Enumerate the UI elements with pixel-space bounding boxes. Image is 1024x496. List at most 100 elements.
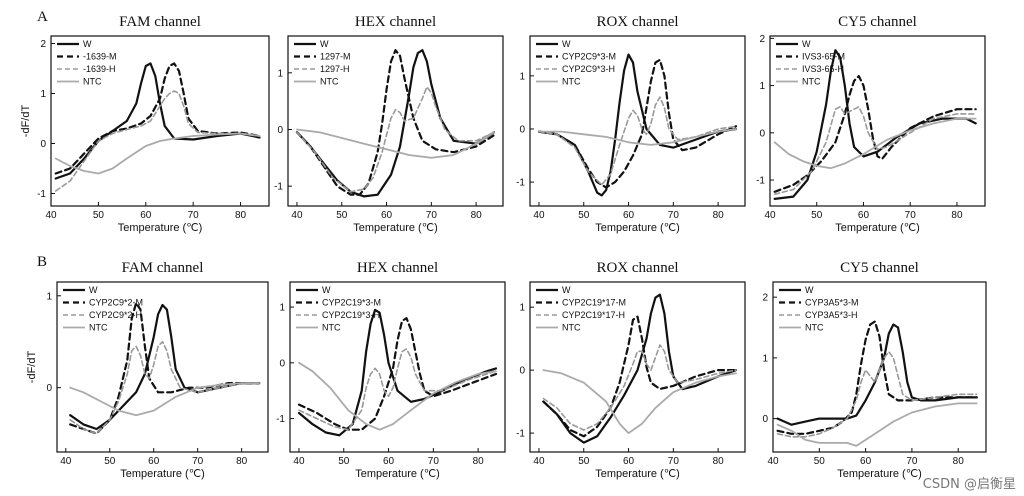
- series-line-m: [54, 62, 261, 175]
- legend-label: CYP2C9*3-H: [562, 64, 615, 74]
- legend-label: NTC: [805, 323, 824, 333]
- x-tick-label: 70: [192, 456, 204, 467]
- y-tick-label: -1: [516, 178, 525, 189]
- x-tick-label: 80: [471, 210, 483, 221]
- x-tick-label: 50: [811, 210, 823, 221]
- chart-a-fam: FAM channel 40 50 60 70 80 -1 0 1 2 Temperature (℃…: [20, 14, 270, 234]
- y-tick-label: 1: [519, 303, 525, 314]
- series-line-m: [542, 315, 738, 438]
- legend-label: W: [562, 39, 571, 49]
- y-tick-label: 0: [40, 139, 46, 150]
- series-line-ntc: [542, 369, 737, 435]
- y-tick-label: 1: [762, 353, 768, 364]
- legend-label: CYP3A5*3-H: [805, 310, 858, 320]
- x-axis-label: Temperature (℃): [835, 222, 920, 234]
- x-tick-label: 70: [668, 456, 680, 467]
- legend-label: NTC: [562, 323, 581, 333]
- y-tick-label: 0: [277, 125, 283, 136]
- watermark: CSDN @启衡星: [923, 477, 1016, 492]
- legend-label: CYP2C9*2-M: [89, 298, 143, 308]
- x-tick-label: 40: [767, 456, 779, 467]
- x-tick-label: 80: [951, 210, 963, 221]
- x-tick-label: 80: [236, 456, 248, 467]
- legend-label: NTC: [83, 77, 102, 87]
- legend-label: W: [320, 39, 329, 49]
- chart-title: CY5 channel: [838, 14, 917, 30]
- x-tick-label: 40: [60, 456, 72, 467]
- series-line-ntc: [296, 128, 495, 159]
- x-tick-label: 50: [578, 456, 590, 467]
- panel-letter-a: A: [37, 9, 48, 25]
- legend-label: NTC: [802, 77, 821, 87]
- y-axis-label: -dF/dT: [20, 105, 32, 138]
- series-line-h: [538, 96, 737, 186]
- chart-b-hex: HEX channel 40 50 60 70 80 -1 0 1 Temperature (℃)…: [276, 260, 506, 480]
- x-tick-label: 50: [578, 210, 590, 221]
- chart-title: ROX channel: [596, 14, 678, 30]
- y-tick-label: 0: [519, 124, 525, 135]
- legend-label: CYP2C9*3-M: [562, 52, 616, 62]
- legend-label: 1297-H: [320, 64, 350, 74]
- x-tick-label: 50: [814, 456, 826, 467]
- x-axis-label: Temperature (℃): [595, 468, 680, 480]
- chart-a-hex: HEX channel 40 50 60 70 80 -1 0 1 Temperature (℃)…: [274, 14, 504, 234]
- legend-label: CYP2C19*3-M: [322, 298, 381, 308]
- legend-label: W: [322, 285, 331, 295]
- legend-label: NTC: [320, 77, 339, 87]
- y-tick-label: 1: [519, 71, 525, 82]
- series-line-ntc: [773, 117, 977, 170]
- x-axis-label: Temperature (℃): [595, 222, 680, 234]
- y-tick-label: 2: [40, 39, 46, 50]
- x-tick-label: 60: [140, 210, 152, 221]
- series-line-h: [54, 90, 261, 192]
- plot-frame: [772, 281, 987, 453]
- x-axis-label: Temperature (℃): [118, 222, 203, 234]
- x-tick-label: 40: [291, 210, 303, 221]
- x-tick-label: 60: [148, 456, 160, 467]
- x-tick-label: 60: [623, 210, 635, 221]
- series-line-ntc: [776, 402, 978, 447]
- plot-frame: [50, 35, 270, 207]
- y-tick-label: -1: [37, 189, 46, 200]
- x-tick-label: 40: [533, 456, 545, 467]
- series-line-m: [295, 49, 496, 196]
- x-tick-label: 70: [428, 456, 440, 467]
- series-line-h: [296, 86, 495, 193]
- chart-title: FAM channel: [122, 260, 204, 276]
- x-tick-label: 70: [905, 210, 917, 221]
- plot-frame: [56, 281, 269, 453]
- plot-frame: [289, 281, 506, 453]
- x-tick-label: 40: [293, 456, 305, 467]
- legend-label: IVS3-65-H: [802, 64, 844, 74]
- y-tick-label: -1: [276, 414, 285, 425]
- y-tick-label: 0: [46, 383, 52, 394]
- series-line-w: [537, 53, 738, 197]
- chart-b-rox: ROX channel 40 50 60 70 80 -1 0 1 Temperature (℃)…: [516, 260, 746, 480]
- y-tick-label: 1: [277, 68, 283, 79]
- x-axis-label: Temperature (℃): [353, 222, 438, 234]
- y-tick-label: -1: [274, 182, 283, 193]
- chart-title: HEX channel: [357, 260, 438, 276]
- x-tick-label: 60: [623, 456, 635, 467]
- y-tick-label: 1: [279, 303, 285, 314]
- y-tick-label: 2: [759, 34, 765, 45]
- x-tick-label: 70: [188, 210, 200, 221]
- legend-label: -1639-H: [83, 64, 116, 74]
- y-tick-label: 2: [762, 293, 768, 304]
- chart-title: CY5 channel: [840, 260, 919, 276]
- legend-label: 1297-M: [320, 52, 351, 62]
- series-line-ntc: [538, 128, 737, 146]
- series-line-m: [537, 58, 738, 189]
- x-tick-label: 60: [383, 456, 395, 467]
- chart-title: HEX channel: [355, 14, 436, 30]
- legend-label: W: [805, 285, 814, 295]
- x-tick-label: 50: [104, 456, 116, 467]
- series-line-ntc: [69, 382, 261, 417]
- x-tick-label: 80: [713, 456, 725, 467]
- legend-label: NTC: [89, 323, 108, 333]
- panel-letter-b: B: [37, 254, 47, 270]
- x-tick-label: 80: [713, 210, 725, 221]
- x-tick-label: 50: [338, 456, 350, 467]
- series-line-ntc: [298, 361, 497, 431]
